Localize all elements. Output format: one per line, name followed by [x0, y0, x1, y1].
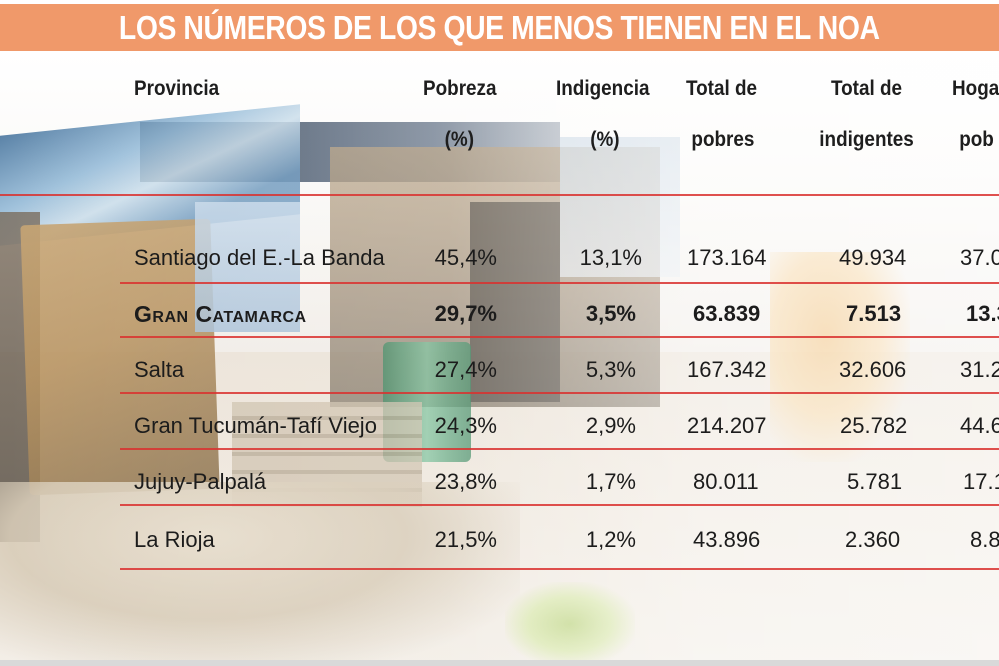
cell-total-pobres: 80.011 — [693, 469, 759, 494]
page-title: LOS NÚMEROS DE LOS QUE MENOS TIENEN EN E… — [119, 8, 880, 46]
header-line1: Hoga — [952, 77, 999, 100]
cell-total-pobres: 43.896 — [693, 527, 761, 552]
cell-pobreza: 21,5% — [434, 527, 497, 552]
cell-provincia: Gran Tucumán-Tafí Viejo — [134, 413, 377, 438]
cell-provincia: Santiago del E.-La Banda — [134, 245, 385, 270]
background-photo — [0, 52, 999, 666]
cell-hogares: 8.8 — [970, 527, 999, 552]
cell-provincia: Salta — [134, 357, 185, 382]
cell-provincia: La Rioja — [134, 527, 215, 552]
cell-indigencia: 5,3% — [585, 357, 636, 382]
cell-total-pobres: 63.839 — [693, 301, 761, 326]
row-divider — [120, 392, 999, 394]
cell-indigencia: 1,7% — [585, 469, 636, 494]
row-divider — [120, 504, 999, 506]
header-line1: Total de — [831, 77, 903, 100]
cell-pobreza: 23,8% — [434, 469, 497, 494]
cell-pobreza: 24,3% — [434, 413, 497, 438]
table-row: Santiago del E.-La Banda 45,4% 13,1% 173… — [0, 238, 999, 278]
cell-indigencia: 2,9% — [585, 413, 636, 438]
column-header-indigencia: Indigencia (%) — [556, 78, 649, 150]
cell-indigencia: 3,5% — [585, 301, 636, 326]
table-row: Jujuy-Palpalá 23,8% 1,7% 80.011 5.781 17… — [0, 462, 999, 502]
header-line1: Total de — [686, 77, 758, 100]
header-line2: indigentes — [819, 128, 914, 151]
header-line2: (%) — [590, 128, 620, 151]
table-row: Salta 27,4% 5,3% 167.342 32.606 31.2 — [0, 350, 999, 390]
cell-total-indigentes: 7.513 — [846, 301, 902, 326]
cell-total-pobres: 167.342 — [687, 357, 767, 382]
cell-pobreza: 27,4% — [434, 357, 497, 382]
column-header-total-indigentes: Total de indigentes — [819, 77, 914, 150]
column-header-pobreza: Pobreza (%) — [423, 78, 497, 150]
row-divider — [120, 448, 999, 450]
cell-total-pobres: 173.164 — [687, 245, 767, 270]
cell-total-indigentes: 5.781 — [847, 469, 903, 494]
cell-hogares: 37.0 — [960, 245, 999, 270]
cell-total-indigentes: 25.782 — [840, 413, 908, 438]
column-header-total-pobres: Total de pobres — [686, 78, 757, 150]
cell-provincia: Gran Catamarca — [134, 301, 307, 327]
cell-indigencia: 1,2% — [585, 527, 636, 552]
cell-total-pobres: 214.207 — [687, 413, 767, 438]
cell-total-indigentes: 49.934 — [839, 245, 907, 270]
cell-provincia: Jujuy-Palpalá — [134, 469, 267, 494]
row-divider — [0, 194, 999, 196]
title-banner: LOS NÚMEROS DE LOS QUE MENOS TIENEN EN E… — [0, 4, 999, 51]
header-line1: Pobreza — [423, 77, 497, 100]
header-line2: pob — [959, 128, 994, 151]
table-row-highlighted: Gran Catamarca 29,7% 3,5% 63.839 7.513 1… — [0, 294, 999, 334]
table-row: La Rioja 21,5% 1,2% 43.896 2.360 8.8 — [0, 520, 999, 560]
row-divider — [120, 568, 999, 570]
column-header-hogares: Hoga pob — [952, 78, 999, 150]
column-header-provincia: Provincia — [134, 78, 219, 99]
header-line2: pobres — [691, 128, 755, 151]
header-line1: Provincia — [134, 77, 220, 100]
cell-hogares: 17.1 — [963, 469, 999, 494]
cell-total-indigentes: 32.606 — [839, 357, 907, 382]
row-divider — [120, 282, 999, 284]
cell-hogares: 13.3 — [966, 301, 999, 326]
cell-pobreza: 45,4% — [434, 245, 497, 270]
cell-hogares: 31.2 — [960, 357, 999, 382]
poverty-table: Provincia Pobreza (%) Indigencia (%) Tot… — [0, 52, 999, 612]
cell-hogares: 44.6 — [960, 413, 999, 438]
row-divider — [120, 336, 999, 338]
cell-total-indigentes: 2.360 — [845, 527, 901, 552]
header-line1: Indigencia — [556, 77, 650, 100]
table-row: Gran Tucumán-Tafí Viejo 24,3% 2,9% 214.2… — [0, 406, 999, 446]
cell-indigencia: 13,1% — [579, 245, 642, 270]
cell-pobreza: 29,7% — [434, 301, 497, 326]
header-line2: (%) — [444, 128, 475, 151]
